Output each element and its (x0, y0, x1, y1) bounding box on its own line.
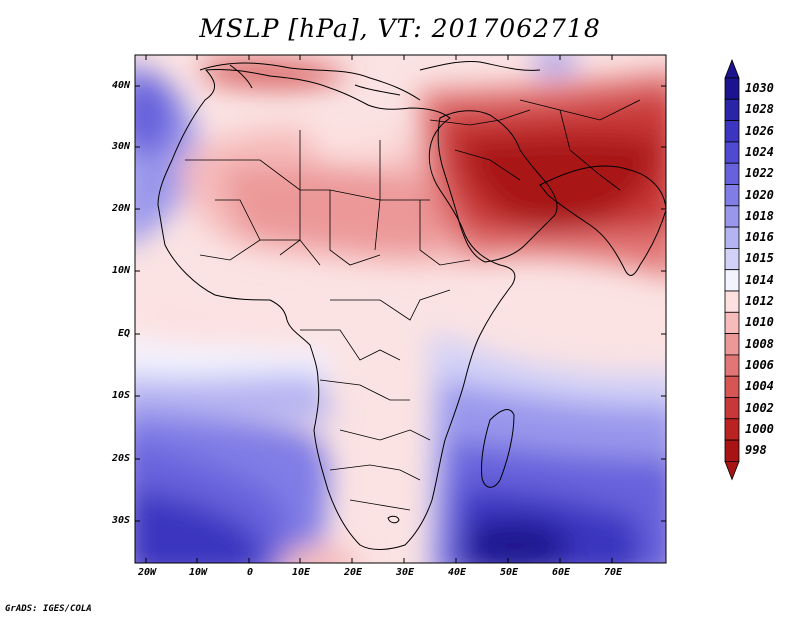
colorbar-label: 1022 (745, 166, 774, 181)
colorbar-swatch (724, 98, 740, 122)
lon-label: 30E (395, 567, 415, 578)
colorbar-swatch (724, 333, 740, 356)
lon-label: 20E (343, 567, 363, 578)
colorbar (724, 58, 740, 481)
map-title: MSLP [hPa], VT: 2017062718 (199, 14, 601, 43)
lat-label: 10S (111, 390, 130, 401)
colorbar-label: 1024 (745, 144, 774, 159)
colorbar-swatch (724, 184, 740, 207)
colorbar-label: 998 (745, 443, 767, 458)
country-borders (185, 99, 641, 511)
lon-label: 10W (188, 567, 208, 578)
colorbar-label: 1014 (745, 272, 774, 287)
lat-label: 10N (111, 265, 130, 276)
lon-label: 70E (603, 567, 623, 578)
colorbar-swatch (724, 375, 740, 398)
lon-label: 60E (551, 567, 571, 578)
colorbar-swatch (724, 418, 740, 441)
colorbar-swatch (724, 397, 740, 420)
colorbar-label: 1006 (745, 357, 774, 372)
lon-label: 20W (137, 567, 157, 578)
pressure-field (135, 55, 666, 563)
coastlines (157, 61, 667, 550)
plot-frame (134, 54, 667, 564)
colorbar-label: 1002 (745, 400, 774, 415)
colorbar-label: 1016 (745, 230, 774, 245)
colorbar-label: 1020 (745, 187, 774, 202)
colorbar-swatch (724, 290, 740, 313)
colorbar-label: 1018 (745, 208, 774, 223)
lat-label: 30S (111, 515, 130, 526)
colorbar-label: 1030 (745, 81, 774, 95)
axis-ticks (135, 55, 666, 563)
lon-label: 10E (291, 567, 311, 578)
colorbar-label: 1026 (745, 123, 774, 138)
lon-label: 40E (447, 567, 467, 578)
colorbar-label: 1008 (745, 336, 774, 351)
colorbar-label: 1010 (745, 315, 774, 330)
lat-label: 20N (111, 203, 130, 214)
colorbar-label: 1000 (745, 421, 774, 436)
colorbar-arrow-bottom (724, 460, 740, 481)
colorbar-swatch (724, 269, 740, 292)
colorbar-swatch (724, 162, 740, 185)
colorbar-label: 1012 (745, 294, 774, 308)
lat-label: 40N (111, 80, 130, 91)
colorbar-swatch (724, 205, 740, 228)
lon-label: 0 (246, 567, 254, 578)
colorbar-swatch (724, 247, 740, 271)
credit-text: GrADS: IGES/COLA (5, 604, 92, 614)
lat-label: 30N (111, 141, 130, 152)
colorbar-swatch (724, 120, 740, 143)
lat-label: EQ (117, 328, 130, 339)
colorbar-label: 1015 (745, 251, 774, 266)
lon-label: 50E (499, 567, 519, 578)
lat-label: 20S (111, 453, 130, 464)
colorbar-swatch (724, 354, 740, 377)
colorbar-swatch (724, 141, 740, 164)
colorbar-label: 1004 (745, 379, 774, 394)
colorbar-label: 1028 (745, 102, 774, 117)
colorbar-swatch (724, 439, 740, 462)
colorbar-swatch (724, 226, 740, 249)
colorbar-swatch (724, 77, 740, 100)
colorbar-swatch (724, 311, 740, 334)
colorbar-arrow-top (724, 58, 740, 79)
